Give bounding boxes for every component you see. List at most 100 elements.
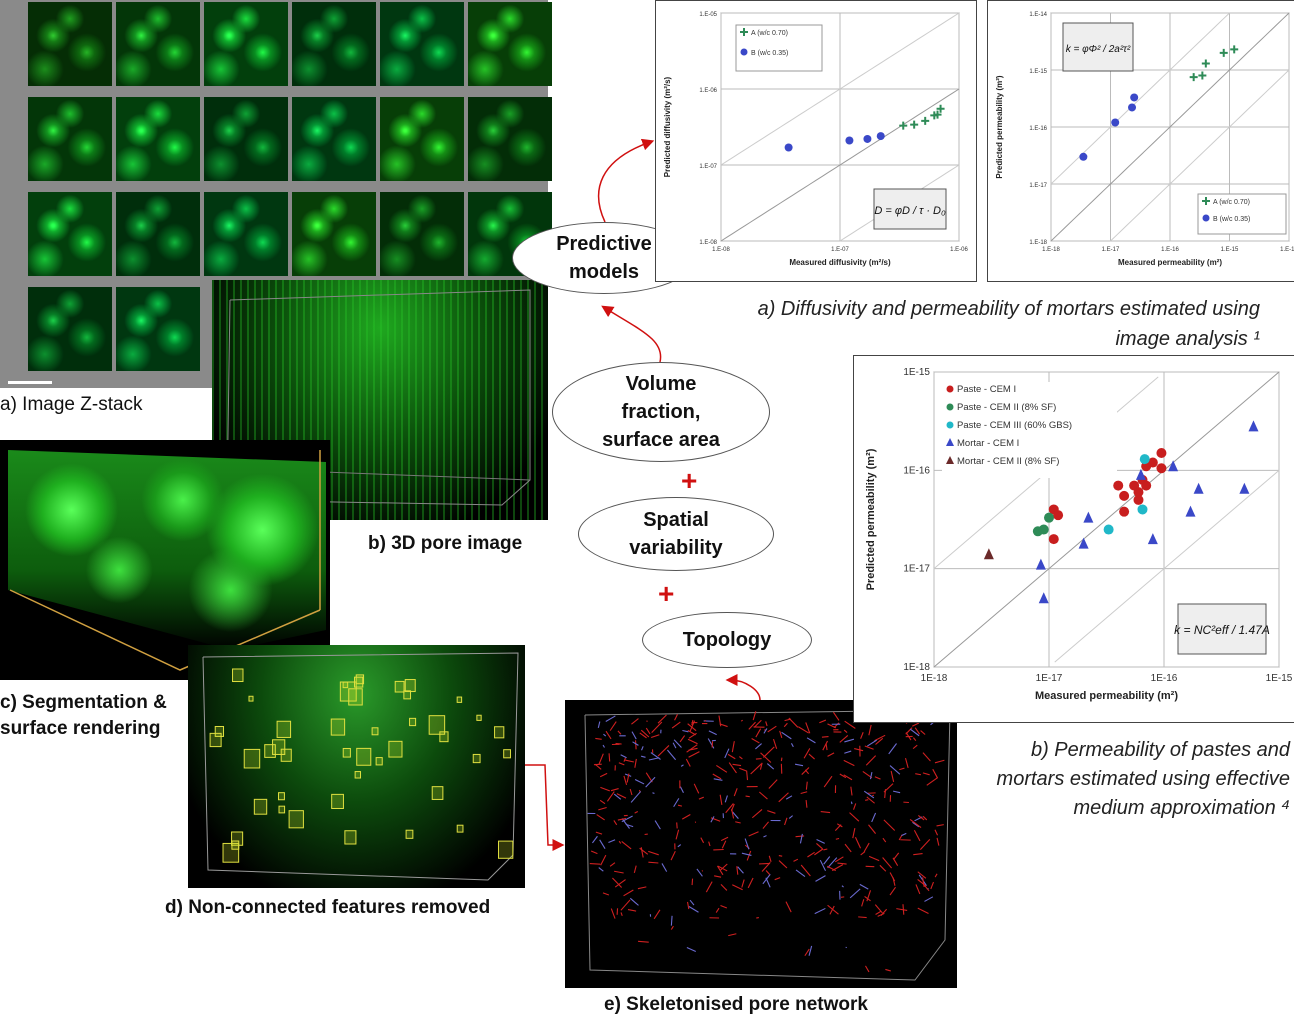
skeleton-branch	[710, 816, 715, 823]
skeleton-branch	[732, 763, 742, 767]
skeleton-branch	[650, 752, 661, 760]
x-axis-label: Measured permeability (m²)	[1118, 258, 1222, 267]
skeleton-branch	[623, 889, 634, 897]
skeleton-branch	[713, 778, 723, 781]
feature-box	[288, 810, 304, 829]
feature-box	[388, 740, 403, 758]
skeleton-branch	[866, 890, 872, 902]
skeleton-branch	[788, 717, 799, 728]
feature-box	[428, 715, 446, 735]
skeleton-branch	[827, 857, 838, 869]
z-slice-tile	[292, 97, 376, 181]
data-point	[1147, 533, 1158, 545]
skeleton-branch	[609, 721, 617, 731]
data-point	[1048, 534, 1059, 545]
feature-box	[248, 695, 254, 702]
legend-label: Paste - CEM I	[957, 384, 1016, 395]
volume-fraction-text: Volume fraction, surface area	[602, 373, 720, 451]
y-tick-label: 1.E-18	[1029, 240, 1047, 246]
skeleton-branch	[598, 753, 604, 765]
x-tick-label: 1E-18	[921, 673, 948, 684]
scale-bar	[8, 381, 52, 384]
skeleton-branch	[827, 752, 835, 757]
skeleton-branch	[865, 799, 869, 801]
skeleton-branch	[620, 899, 631, 911]
skeleton-branch	[693, 783, 700, 794]
skeleton-branch	[653, 909, 661, 920]
skeleton-branch	[652, 792, 655, 794]
image-z-stack	[0, 0, 552, 388]
skeleton-branch	[815, 875, 826, 882]
skeleton-branch	[868, 855, 880, 862]
skeleton-branch	[714, 875, 722, 878]
plus-sign: +	[681, 465, 698, 496]
spatial-variability-node: Spatial variability	[578, 497, 774, 571]
skeleton-branch	[602, 744, 605, 748]
skeleton-branch	[783, 722, 788, 728]
non-connected-label: d) Non-connected features removed	[165, 897, 491, 918]
data-point	[1239, 482, 1250, 494]
z-slice-tile	[28, 2, 112, 86]
data-point	[1128, 103, 1137, 112]
spatial-variability-text: Spatial variability	[629, 509, 723, 559]
data-point	[1113, 480, 1124, 491]
y-tick-label: 1.E-07	[699, 164, 717, 170]
z-slice-tile	[116, 97, 200, 181]
reference-line	[1054, 469, 1280, 663]
skeleton-branch	[795, 835, 805, 838]
skeleton-branch	[631, 731, 637, 740]
skeleton-branch	[839, 734, 849, 743]
skeleton-branch	[746, 850, 752, 861]
skeleton-branch	[615, 742, 622, 745]
skeleton-branch	[740, 719, 743, 722]
skeleton-branch	[850, 801, 853, 805]
skeleton-branch	[864, 745, 874, 750]
skeleton-branch	[913, 830, 921, 842]
skeleton-branch	[670, 925, 674, 930]
data-point	[1147, 457, 1158, 468]
skeleton-branch	[700, 837, 705, 844]
skeleton-branch	[741, 879, 745, 888]
z-slice-tile	[116, 192, 200, 276]
skeleton-branch	[888, 743, 897, 755]
data-point	[863, 134, 872, 143]
skeleton-branch	[788, 815, 793, 819]
data-point	[1035, 558, 1046, 570]
skeleton-branch	[926, 777, 938, 786]
skeleton-branch	[696, 868, 703, 877]
skeleton-branch	[640, 729, 650, 738]
skeleton-branch	[865, 755, 877, 766]
y-axis-label: Predicted permeability (m²)	[995, 75, 1004, 178]
skeleton-branch	[608, 753, 611, 762]
legend-marker	[946, 421, 954, 429]
skeleton-branch	[674, 714, 678, 721]
x-tick-label: 1.E-15	[1221, 247, 1239, 253]
skeleton-branch	[920, 730, 926, 735]
feature-box	[354, 771, 362, 779]
skeleton-branch	[760, 752, 772, 763]
feature-box	[494, 726, 505, 739]
skeleton-branch	[835, 837, 840, 840]
skeleton-branch	[654, 820, 661, 830]
skeleton-branch	[641, 746, 644, 751]
feature-box	[278, 792, 285, 801]
skeleton-branch	[804, 769, 810, 775]
skeleton-branch	[778, 792, 789, 803]
arrow-e-to-topology	[725, 674, 761, 701]
data-point	[1038, 524, 1049, 535]
skeleton-branch	[671, 721, 681, 729]
legend-label: A (w/c 0.70)	[1213, 199, 1250, 206]
skeleton-branch	[832, 711, 840, 721]
legend-label: Mortar - CEM I	[957, 438, 1019, 449]
skeleton-branch	[772, 738, 778, 749]
skeleton-branch	[618, 762, 625, 766]
skeleton-branch	[724, 748, 730, 759]
skeleton-branch	[863, 790, 875, 799]
skeleton-branch	[844, 720, 856, 729]
x-tick-label: 1.E-17	[1102, 247, 1120, 253]
skeleton-branch	[915, 773, 922, 776]
skeleton-network	[584, 709, 951, 981]
data-point	[1135, 468, 1146, 480]
skeleton-branch	[763, 728, 768, 734]
skeleton-branch	[725, 803, 734, 814]
